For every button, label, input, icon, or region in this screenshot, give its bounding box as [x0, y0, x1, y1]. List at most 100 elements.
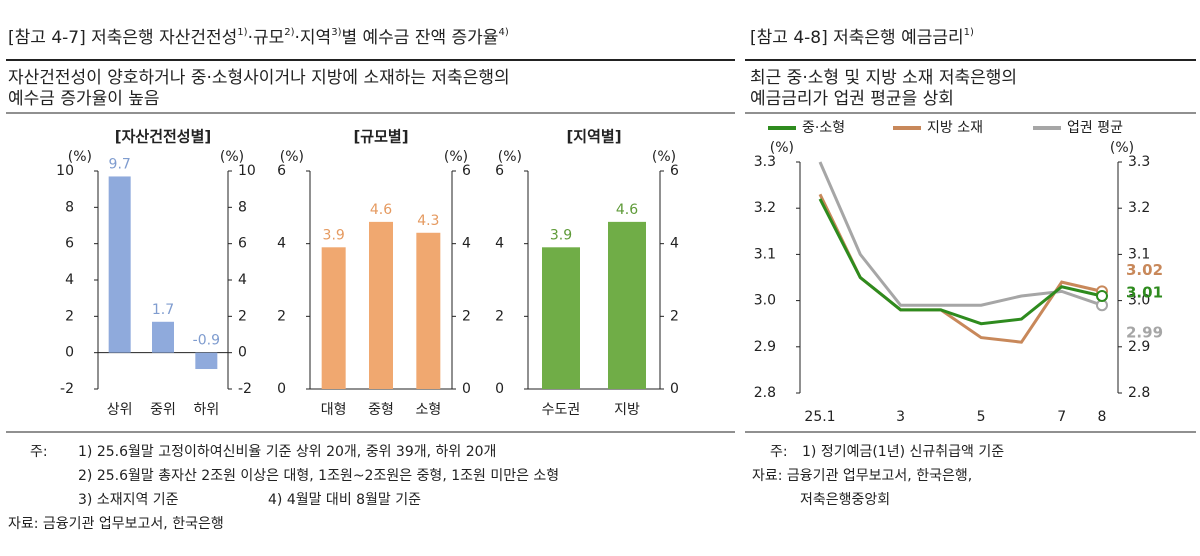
- note: 1) 25.6월말 고정이하여신비율 기준 상위 20개, 중위 39개, 하위…: [78, 444, 496, 460]
- y-tick-label: 6: [495, 163, 504, 179]
- note-label: 주:: [30, 444, 48, 460]
- x-tick-label: 대형: [321, 402, 347, 418]
- subtitle: 최근 중·소형 및 지방 소재 저축은행의: [750, 68, 1017, 88]
- note: 4) 4월말 대비 8월말 기준: [268, 492, 421, 508]
- end-marker: [1096, 289, 1108, 302]
- bar: [369, 221, 393, 389]
- title-sup: 1): [964, 27, 974, 38]
- panel-title: [참고 4-8] 저축은행 예금금리1): [750, 27, 974, 48]
- y2-tick-label: 4: [462, 236, 471, 252]
- y2-tick-label: 6: [670, 163, 679, 179]
- y2-tick-label: 0: [670, 381, 679, 397]
- x-tick-label: 25.1: [804, 409, 835, 425]
- y2-unit: (%): [1110, 140, 1134, 156]
- source: 저축은행중앙회: [800, 492, 890, 508]
- title-sup: 4): [498, 27, 508, 38]
- note-label: 주:: [770, 444, 788, 460]
- value-label: 3.02: [1126, 261, 1163, 279]
- note: 2) 25.6월말 총자산 2조원 이상은 대형, 1조원~2조원은 중형, 1…: [78, 468, 559, 484]
- y-tick-label: 10: [56, 163, 74, 179]
- y2-tick-label: 3.1: [1128, 246, 1150, 262]
- bar: [321, 247, 346, 389]
- source: 자료: 금융기관 업무보고서, 한국은행: [8, 516, 224, 532]
- y-tick-label: -2: [60, 381, 74, 397]
- chart-title: [자산건전성별]: [115, 128, 212, 146]
- title-text: 별 예수금 잔액 증가율: [341, 28, 498, 48]
- x-tick-label: 중위: [150, 402, 176, 418]
- x-tick-label: 하위: [193, 402, 219, 418]
- x-tick-label: 8: [1098, 409, 1107, 425]
- title-text: ·규모: [248, 28, 285, 48]
- value-label: 3.9: [550, 227, 572, 243]
- y2-unit: (%): [652, 149, 676, 165]
- y2-unit: (%): [220, 149, 244, 165]
- bar: [416, 232, 441, 389]
- note: 3) 소재지역 기준: [78, 492, 179, 508]
- legend-label: 지방 소재: [927, 120, 983, 136]
- subtitle: 예수금 증가율이 높음: [8, 89, 160, 109]
- x-tick-label: 수도권: [542, 402, 581, 418]
- bar: [542, 247, 580, 389]
- y2-tick-label: 3.2: [1128, 200, 1150, 216]
- y-tick-label: 0: [65, 345, 74, 361]
- value-label: 1.7: [152, 302, 174, 318]
- y-tick-label: 3.3: [754, 154, 776, 170]
- chart-title: [지역별]: [566, 128, 621, 146]
- line: [818, 193, 1103, 344]
- title-sup: 3): [331, 27, 341, 38]
- y-unit: (%): [770, 140, 794, 156]
- y-tick-label: 6: [65, 236, 74, 252]
- y-unit: (%): [280, 149, 304, 165]
- subtitle: 예금금리가 업권 평균을 상회: [750, 89, 954, 109]
- y2-tick-label: 4: [670, 236, 679, 252]
- y2-tick-label: 8: [238, 199, 247, 215]
- bar: [152, 321, 174, 353]
- panel-title: [참고 4-7] 저축은행 자산건전성1)·규모2)·지역3)별 예수금 잔액 …: [8, 27, 509, 48]
- y-unit: (%): [68, 149, 92, 165]
- bar: [608, 221, 646, 389]
- bar: [108, 176, 131, 353]
- value-label: -0.9: [193, 333, 220, 349]
- y-tick-label: 3.2: [754, 200, 776, 216]
- y-tick-label: 2: [65, 308, 74, 324]
- y2-tick-label: 4: [238, 272, 247, 288]
- y2-tick-label: 2: [238, 308, 247, 324]
- y-tick-label: 2.9: [754, 339, 776, 355]
- note: 1) 정기예금(1년) 신규취급액 기준: [802, 444, 1004, 460]
- y2-tick-label: 2.8: [1128, 385, 1150, 401]
- y2-tick-label: 3.0: [1128, 293, 1150, 309]
- value-label: 4.6: [616, 202, 638, 218]
- legend-label: 업권 평균: [1067, 120, 1123, 136]
- x-tick-label: 소형: [415, 402, 441, 418]
- value-label: 9.7: [109, 156, 131, 172]
- title-sup: 1): [237, 27, 247, 38]
- y-tick-label: 3.1: [754, 246, 776, 262]
- legend-label: 중·소형: [802, 120, 845, 136]
- line: [818, 198, 1103, 326]
- title-sup: 2): [284, 27, 294, 38]
- y-tick-label: 2.8: [754, 385, 776, 401]
- title-text: ·지역: [295, 28, 332, 48]
- chart-title: [규모별]: [353, 128, 408, 146]
- value-label: 3.01: [1126, 283, 1163, 301]
- value-label: 2.99: [1126, 324, 1163, 342]
- y-tick-label: 6: [277, 163, 286, 179]
- y-tick-label: 4: [65, 272, 74, 288]
- y-tick-label: 8: [65, 199, 74, 215]
- y2-tick-label: 6: [238, 236, 247, 252]
- y-tick-label: 4: [495, 236, 504, 252]
- value-label: 4.6: [370, 202, 392, 218]
- x-tick-label: 5: [977, 409, 986, 425]
- y2-tick-label: 2: [670, 308, 679, 324]
- y2-tick-label: 10: [238, 163, 256, 179]
- y-tick-label: 0: [277, 381, 286, 397]
- y2-tick-label: 0: [238, 345, 247, 361]
- y2-tick-label: 6: [462, 163, 471, 179]
- y-tick-label: 0: [495, 381, 504, 397]
- x-tick-label: 상위: [107, 402, 133, 418]
- y-unit: (%): [498, 149, 522, 165]
- y2-tick-label: -2: [238, 381, 252, 397]
- y-tick-label: 3.0: [754, 293, 776, 309]
- y2-tick-label: 2.9: [1128, 339, 1150, 355]
- x-tick-label: 7: [1057, 409, 1066, 425]
